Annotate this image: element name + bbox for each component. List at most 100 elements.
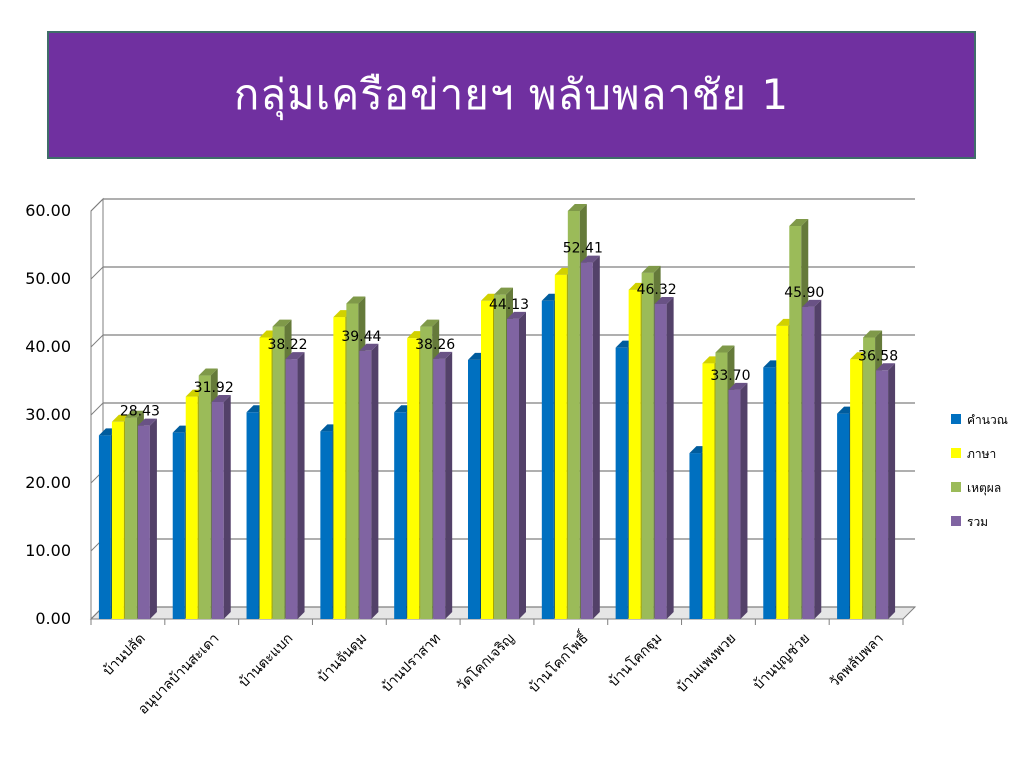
bar-side — [666, 297, 674, 619]
gridline-diagonal — [90, 334, 104, 348]
bar-front — [494, 294, 506, 619]
bar-front — [628, 289, 641, 619]
data-label: 52.41 — [563, 241, 603, 257]
bar-front — [468, 359, 480, 619]
bar-top — [863, 330, 883, 338]
legend-label: รวม — [967, 515, 988, 529]
data-label: 28.43 — [120, 404, 160, 420]
y-tick-label: 0.00 — [35, 609, 71, 628]
gridline-diagonal — [90, 266, 104, 280]
data-label: 38.26 — [415, 337, 455, 353]
bar-top — [802, 299, 822, 307]
bar-front — [641, 272, 654, 619]
gridline-diagonal — [90, 402, 104, 416]
bar-front — [333, 317, 346, 619]
bar-front — [259, 337, 272, 619]
bar-top — [359, 343, 379, 351]
bar-top — [876, 363, 896, 371]
bar-front — [433, 358, 446, 619]
bar-front — [111, 421, 124, 619]
bar-top — [507, 311, 526, 319]
bar-front — [507, 318, 519, 619]
data-label: 33.70 — [710, 368, 750, 384]
bar-front — [285, 359, 298, 619]
title-banner: กลุ่มเครือข่ายฯ พลับพลาชัย 1 — [47, 31, 976, 159]
bar-front — [837, 413, 850, 619]
bar-side — [592, 255, 600, 619]
x-category-label: อนุบาลบ้านสะเดา — [135, 631, 222, 718]
bar-front — [567, 211, 580, 619]
bar — [285, 352, 305, 619]
legend-swatch — [951, 414, 961, 424]
bar-front — [407, 338, 420, 619]
bar-front — [541, 300, 554, 619]
bar-front — [689, 453, 702, 619]
bar-top — [198, 368, 218, 376]
bar-top — [285, 352, 305, 360]
x-category-label: บ้านบุญช่วย — [750, 631, 813, 694]
legend-swatch — [951, 516, 961, 526]
bar-top — [580, 255, 600, 263]
y-tick-label: 60.00 — [25, 201, 71, 220]
bar-side — [149, 418, 157, 619]
bar — [802, 299, 822, 619]
bar-top — [715, 345, 735, 353]
bar-front — [715, 352, 728, 619]
bar-top — [346, 296, 366, 304]
bar — [580, 255, 600, 619]
bar-front — [554, 274, 567, 619]
data-label: 46.32 — [637, 282, 677, 298]
bar-front — [776, 325, 789, 619]
bar-front — [272, 326, 285, 619]
legend-label: ภาษา — [967, 447, 996, 461]
slide-title: กลุ่มเครือข่ายฯ พลับพลาชัย 1 — [233, 70, 790, 119]
bar — [654, 297, 674, 619]
data-label: 45.90 — [784, 285, 824, 301]
bar-front — [346, 303, 359, 619]
x-category-label: บ้านแพงพวย — [674, 631, 740, 697]
y-tick-label: 20.00 — [25, 473, 71, 492]
bar-top — [494, 287, 513, 295]
x-category-label: วัดพลับพลา — [827, 631, 887, 691]
legend-swatch — [951, 482, 961, 492]
bar-front — [789, 225, 802, 619]
bar-front — [394, 412, 407, 619]
y-tick-label: 30.00 — [25, 405, 71, 424]
bar-top — [420, 319, 440, 327]
bar — [507, 311, 526, 619]
bar-front — [137, 425, 150, 619]
bar-side — [888, 363, 896, 619]
bar-front — [98, 435, 111, 619]
bar-side — [814, 299, 822, 619]
bar-top — [641, 265, 661, 273]
x-category-label: วัดโคกเจริญ — [453, 630, 518, 695]
bar-top — [567, 204, 587, 211]
bar-side — [740, 382, 748, 619]
bar-front — [481, 300, 493, 619]
bar-front — [615, 347, 628, 619]
bar-front — [198, 375, 211, 619]
x-category-label: บ้านโคกโพธิ์ — [524, 627, 593, 696]
y-tick-label: 10.00 — [25, 541, 71, 560]
bar-front — [863, 337, 876, 619]
bar-top — [789, 218, 809, 226]
bar — [433, 351, 453, 619]
bar-side — [519, 311, 526, 619]
bar-top — [433, 351, 453, 359]
data-label: 38.22 — [267, 337, 307, 353]
bar — [211, 394, 231, 619]
bar-front — [728, 389, 741, 619]
bar-top — [728, 382, 748, 390]
legend-swatch — [951, 448, 961, 458]
bar-front — [580, 262, 593, 619]
x-category-label: บ้านปลัด — [100, 631, 149, 680]
legend-label: เหตุผล — [967, 481, 1001, 496]
bar-top — [211, 394, 231, 402]
bar-front — [702, 363, 715, 619]
x-category-label: บ้านโคกฐุม — [605, 630, 666, 691]
bar-front — [654, 304, 667, 619]
bar-front — [320, 431, 333, 619]
bar — [137, 418, 157, 619]
y-tick-label: 50.00 — [25, 269, 71, 288]
